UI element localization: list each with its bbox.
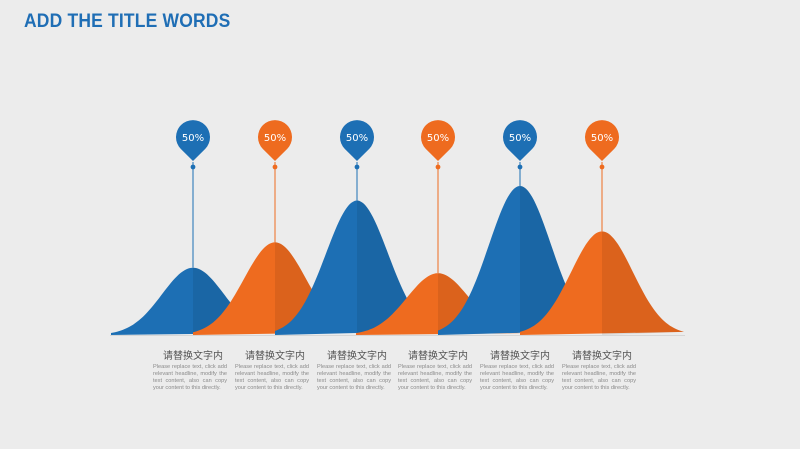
slide-title: ADD THE TITLE WORDS <box>24 11 231 32</box>
connector-dot-2 <box>272 164 278 170</box>
pin-value-label-6: 50% <box>591 133 613 144</box>
connector-dot-6 <box>599 164 605 170</box>
pin-marker-6 <box>585 120 619 161</box>
pin-marker-3 <box>340 120 374 161</box>
bell-curve-6 <box>520 231 684 335</box>
bell-curve-shade-6 <box>602 231 684 335</box>
pin-value-label-2: 50% <box>264 133 286 144</box>
column-description-3: Please replace text, click add relevant … <box>317 364 391 391</box>
connector-dot-1 <box>190 164 196 170</box>
column-heading-4: 请替换文字内 <box>408 351 468 362</box>
pin-marker-4 <box>421 120 455 161</box>
pin-marker-1 <box>176 120 210 161</box>
column-description-5: Please replace text, click add relevant … <box>480 364 554 391</box>
column-heading-3: 请替换文字内 <box>327 351 387 362</box>
column-heading-5: 请替换文字内 <box>490 351 550 362</box>
pin-value-label-3: 50% <box>346 133 368 144</box>
bell-curve-shade-3 <box>357 200 439 335</box>
connector-dot-5 <box>517 164 523 170</box>
connector-dot-4 <box>435 164 441 170</box>
column-description-6: Please replace text, click add relevant … <box>562 364 636 391</box>
column-heading-1: 请替换文字内 <box>163 351 223 362</box>
bell-curve-shade-1 <box>193 267 275 335</box>
bell-curve-shade-5 <box>520 186 602 335</box>
pin-marker-2 <box>258 120 292 161</box>
pin-value-label-5: 50% <box>509 133 531 144</box>
column-description-2: Please replace text, click add relevant … <box>235 364 309 391</box>
connector-dot-3 <box>354 164 360 170</box>
column-description-4: Please replace text, click add relevant … <box>398 364 472 391</box>
column-heading-6: 请替换文字内 <box>572 351 632 362</box>
bell-curve-3 <box>275 200 439 335</box>
bell-curve-shade-2 <box>275 242 357 335</box>
column-heading-2: 请替换文字内 <box>245 351 305 362</box>
pin-value-label-4: 50% <box>427 133 449 144</box>
pin-marker-5 <box>503 120 537 161</box>
column-description-1: Please replace text, click add relevant … <box>153 364 227 391</box>
pin-value-label-1: 50% <box>182 133 204 144</box>
